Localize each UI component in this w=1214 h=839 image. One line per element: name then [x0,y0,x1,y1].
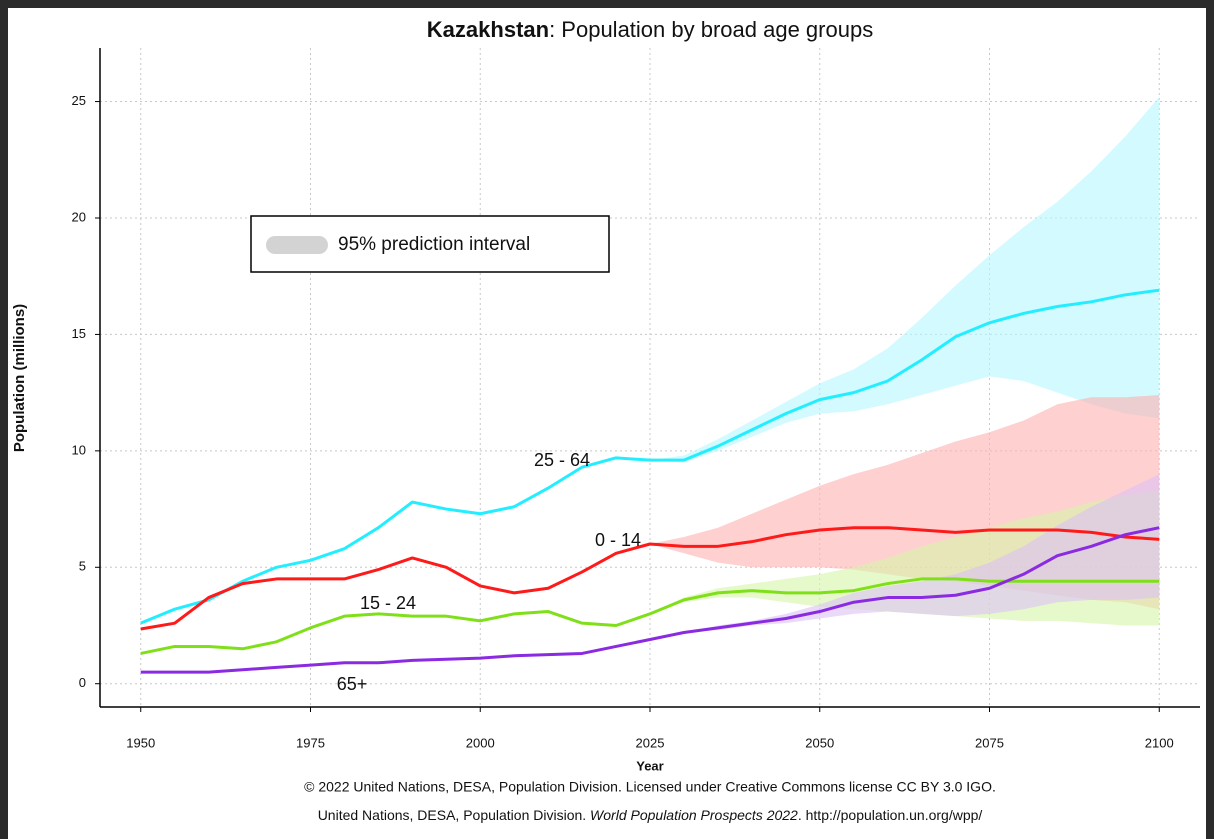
x-tick-label: 2025 [636,735,665,750]
background [8,8,1206,839]
x-tick-label: 1950 [126,735,155,750]
x-axis-title: Year [636,758,663,773]
y-axis-title: Population (millions) [11,304,28,452]
title-text: : Population by broad age groups [549,17,873,42]
y-tick-label: 0 [79,675,86,690]
y-tick-label: 10 [72,442,86,457]
footer-part: World Population Prospects 2022 [590,807,798,823]
y-tick-label: 20 [72,209,86,224]
legend-swatch [266,236,328,254]
x-tick-label: 2075 [975,735,1004,750]
series-line [140,288,1160,625]
series-line [140,577,1160,655]
series-label: 15 - 24 [360,593,416,613]
x-tick-label: 1975 [296,735,325,750]
x-tick-label: 2050 [805,735,834,750]
footer-line: © 2022 United Nations, DESA, Population … [304,779,996,795]
y-tick-label: 5 [79,559,86,574]
footer-part: . http://population.un.org/wpp/ [798,807,983,823]
x-tick-label: 2100 [1145,735,1174,750]
series-label: 65+ [337,674,368,694]
x-tick-label: 2000 [466,735,495,750]
footer-part: United Nations, DESA, Population Divisio… [318,807,590,823]
y-tick-label: 15 [72,326,86,341]
prediction-band [650,474,1160,640]
series-label: 25 - 64 [534,450,590,470]
legend-label: 95% prediction interval [338,234,530,255]
series-line [140,526,1160,674]
footer-line: United Nations, DESA, Population Divisio… [318,807,983,823]
chart-title: Kazakhstan: Population by broad age grou… [427,17,873,42]
title-country: Kazakhstan [427,17,549,42]
prediction-band [650,96,1160,463]
y-tick-label: 25 [72,93,86,108]
series-label: 0 - 14 [595,530,641,550]
series-line [140,526,1160,631]
